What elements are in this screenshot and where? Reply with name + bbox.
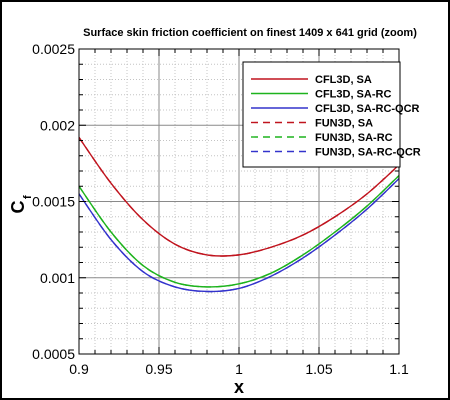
legend-label: FUN3D, SA-RC-QCR — [315, 147, 421, 159]
y-tick-label: 0.001 — [40, 270, 75, 286]
chart-title: Surface skin friction coefficient on fin… — [83, 27, 417, 39]
y-axis-title: C — [8, 201, 28, 214]
y-axis-title-group: C f — [8, 195, 34, 214]
y-axis-title-subscript: f — [22, 195, 34, 199]
x-tick-label: 1 — [235, 361, 243, 377]
legend-label: FUN3D, SA-RC — [315, 132, 393, 144]
x-tick-label: 0.9 — [69, 361, 89, 377]
legend-label: CFL3D, SA-RC-QCR — [315, 103, 420, 115]
series-line-6 — [78, 178, 400, 293]
legend-label: FUN3D, SA — [315, 118, 373, 130]
x-tick-label: 0.95 — [145, 361, 172, 377]
legend-label: CFL3D, SA — [315, 74, 372, 86]
x-tick-label: 1.05 — [305, 361, 332, 377]
y-tick-label: 0.0025 — [32, 41, 75, 57]
x-tick-label: 1.1 — [389, 361, 409, 377]
legend: CFL3D, SA CFL3D, SA-RC CFL3D, SA-RC-QCR FUN… — [242, 61, 421, 168]
y-tick-label: 0.0015 — [32, 194, 75, 210]
series-line-4 — [78, 137, 400, 257]
y-tick-label: 0.002 — [40, 117, 75, 133]
legend-label: CFL3D, SA-RC — [315, 89, 391, 101]
axis-ticks: 0.9 0.95 1 1.05 1.1 0.0005 0.001 0.0015 0.002 0.0… — [32, 41, 409, 377]
y-tick-label: 0.0005 — [32, 346, 75, 362]
x-axis-title: x — [234, 377, 244, 397]
series-lines — [78, 137, 400, 293]
series-line-5 — [78, 175, 400, 288]
